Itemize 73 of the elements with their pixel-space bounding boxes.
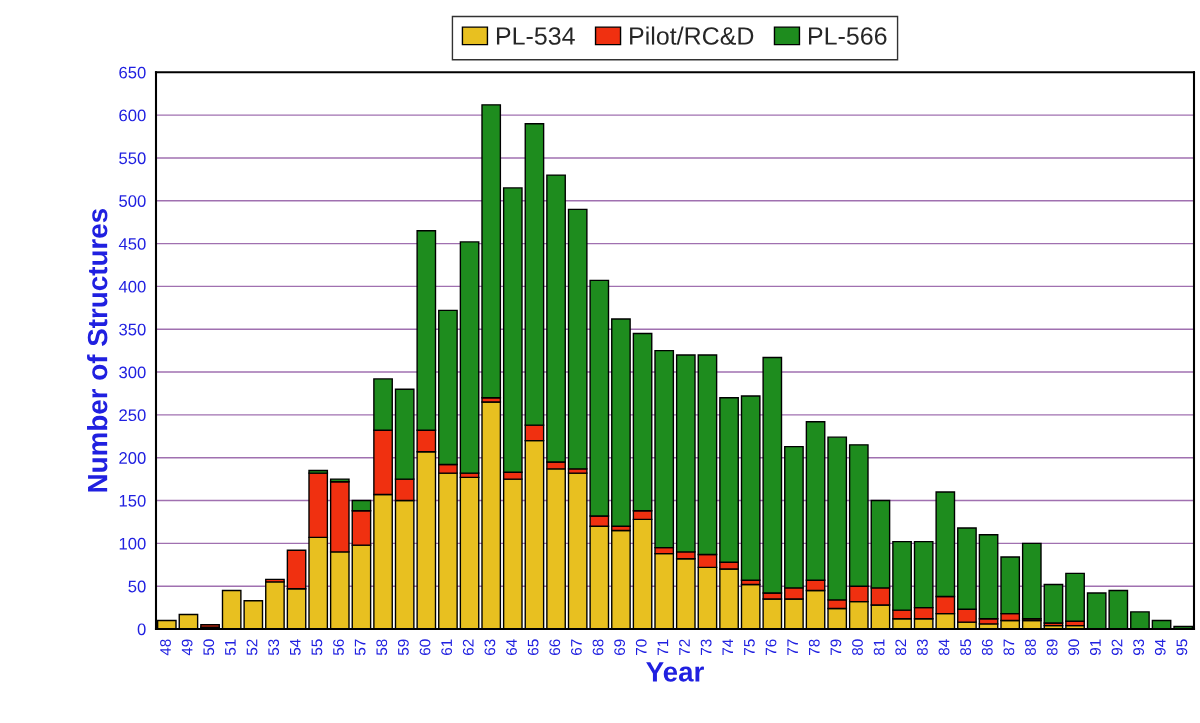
x-tick-label: 48 [160,639,171,656]
y-tick-label: 50 [128,580,146,593]
bar [459,241,480,474]
x-tick-label: 92 [1111,639,1123,656]
x-tick-label: 70 [635,639,647,655]
bar [611,318,631,527]
bar [1043,583,1064,624]
x-tick-label: 89 [1046,639,1058,656]
bar [481,104,502,399]
y-tick-label: 300 [119,366,146,379]
y-tick-label: 600 [119,109,146,122]
y-tick-label: 400 [118,280,146,293]
x-tick-label: 78 [808,639,820,655]
x-tick-label: 51 [225,639,236,656]
x-tick-label: 63 [484,639,496,655]
x-tick-label: 86 [981,639,993,656]
legend-label: PL-566 [809,27,887,45]
y-tick-label: 500 [119,195,146,207]
x-tick-label: 57 [354,639,366,656]
y-tick-label: 350 [119,323,146,336]
x-tick-label: 91 [1089,639,1101,656]
x-tick-label: 67 [570,639,582,655]
x-tick-label: 52 [246,639,258,656]
x-tick-label: 60 [419,639,431,655]
x-tick-label: 88 [1025,639,1036,656]
y-tick-label: 450 [118,238,146,250]
x-tick-label: 73 [700,639,712,655]
y-tick-label: 250 [119,409,146,422]
x-tick-label: 53 [268,639,280,656]
x-tick-label: 64 [506,639,517,655]
x-tick-label: 82 [895,639,907,656]
x-tick-label: 83 [916,639,928,656]
x-tick-label: 90 [1068,639,1080,656]
x-tick-label: 61 [441,639,453,655]
x-tick-label: 69 [614,639,626,655]
x-tick-label: 85 [960,639,972,656]
x-tick-label: 79 [830,639,842,655]
x-tick-label: 49 [181,639,193,656]
y-tick-label: 100 [119,537,146,550]
x-tick-label: 58 [376,639,388,656]
bar [1065,572,1085,622]
y-tick-label: 0 [137,623,146,636]
x-tick-label: 50 [203,639,215,656]
x-tick-label: 71 [657,639,669,655]
y-tick-label: 650 [119,66,146,79]
x-axis-title: Year [646,662,704,682]
bar [1021,542,1042,620]
x-tick-label: 55 [311,639,323,656]
y-tick-label: 200 [119,452,146,464]
x-tick-label: 66 [549,639,561,655]
y-tick-label: 150 [119,494,146,507]
legend-label: PL-534 [496,27,575,45]
x-tick-label: 77 [787,639,798,655]
x-tick-label: 65 [527,639,539,655]
x-tick-label: 54 [290,639,301,656]
y-tick-label: 550 [119,152,146,165]
x-tick-label: 62 [462,639,474,655]
x-tick-label: 87 [1003,639,1015,656]
x-tick-label: 74 [722,639,734,655]
x-tick-label: 72 [679,639,690,655]
x-tick-label: 84 [938,639,950,656]
y-axis-title: Number of Structures [87,209,108,492]
x-tick-label: 95 [1176,639,1188,656]
x-tick-label: 81 [873,639,885,656]
x-tick-label: 59 [397,639,409,656]
x-tick-label: 93 [1133,639,1145,656]
x-tick-label: 75 [744,639,755,655]
x-tick-label: 94 [1154,639,1166,656]
x-tick-label: 80 [852,639,863,656]
legend-label: Pilot/RC&D [630,26,754,45]
x-tick-label: 68 [592,639,604,655]
x-tick-label: 76 [765,639,777,655]
x-tick-label: 56 [333,639,344,656]
